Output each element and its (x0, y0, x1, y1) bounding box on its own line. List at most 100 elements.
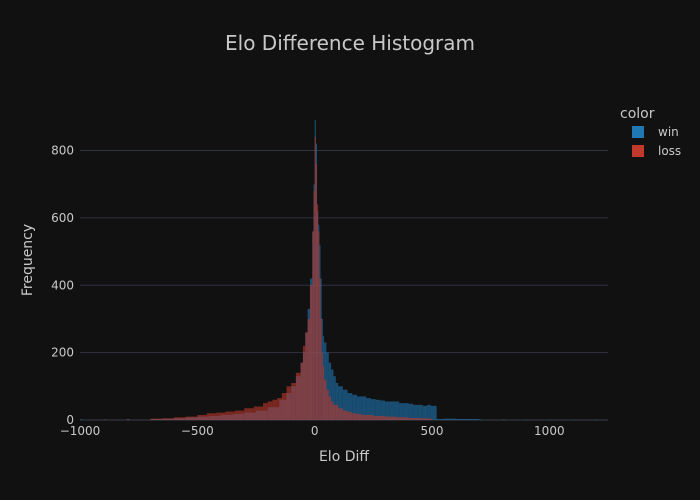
bar-loss (322, 366, 325, 420)
bar-loss (197, 414, 207, 420)
bar-loss (305, 332, 308, 420)
bar-loss (320, 318, 322, 420)
bar-loss (356, 413, 362, 420)
bar-loss (318, 231, 320, 420)
x-axis-title: Elo Diff (319, 449, 369, 465)
bar-loss (216, 412, 226, 420)
bar-loss (286, 386, 292, 420)
bar-loss (173, 417, 186, 420)
bars-layer (80, 120, 598, 421)
bar-loss (272, 399, 278, 420)
bar-loss (347, 411, 353, 420)
bar-win (455, 418, 468, 420)
x-tick-label: −500 (181, 424, 214, 438)
bar-win (422, 405, 428, 420)
bar-loss (314, 137, 316, 421)
bar-win (342, 389, 348, 420)
legend-title: color (620, 106, 655, 122)
bar-loss (331, 401, 334, 420)
bar-win (436, 418, 444, 420)
y-tick-label: 200 (51, 346, 74, 360)
bar-win (413, 404, 418, 420)
bar-win (352, 394, 357, 420)
bar-win (347, 393, 353, 420)
bar-loss (333, 404, 339, 420)
bar-win (403, 403, 409, 420)
bar-win (467, 418, 479, 420)
bar-win (399, 403, 404, 420)
bar-win (427, 404, 431, 420)
bar-loss (309, 285, 313, 420)
grid-layer (80, 150, 608, 421)
legend-item-loss[interactable]: loss (632, 144, 681, 158)
bar-loss (430, 418, 432, 420)
ticks-layer: 0 200 400 600 800 −1000 −500 0 500 1000 (51, 144, 565, 438)
legend-item-win[interactable]: win (632, 125, 679, 139)
bar-win (502, 419, 505, 420)
bar-loss (361, 414, 374, 420)
bar-win (380, 400, 386, 420)
bar-loss (313, 190, 315, 420)
bar-win (394, 401, 400, 420)
bar-loss (307, 318, 310, 420)
legend: color win loss (620, 106, 681, 158)
bar-loss (225, 411, 235, 420)
bar-loss (206, 413, 217, 420)
bar-win (361, 396, 367, 420)
bar-loss (385, 416, 397, 420)
bar-win (430, 405, 437, 420)
bar-win (408, 403, 414, 420)
x-tick-label: 500 (421, 424, 444, 438)
bar-loss (302, 345, 306, 420)
bar-win (478, 419, 482, 420)
bar-loss (317, 204, 319, 420)
bar-win (326, 352, 329, 420)
bar-win (375, 399, 381, 420)
bar-win (366, 398, 371, 420)
bar-loss (277, 398, 282, 420)
bar-loss (408, 417, 421, 420)
bar-loss (281, 393, 287, 420)
bar-loss (324, 379, 327, 420)
bar-win (331, 369, 334, 420)
y-tick-label: 0 (66, 413, 74, 427)
bar-loss (420, 418, 431, 420)
bar-win (443, 418, 456, 420)
bar-win (80, 419, 83, 420)
bar-win (335, 382, 339, 420)
x-tick-label: 1000 (534, 424, 565, 438)
bar-loss (312, 231, 314, 420)
bar-loss (185, 416, 198, 420)
y-tick-label: 400 (51, 278, 74, 292)
bar-win (417, 404, 423, 420)
x-tick-label: −1000 (60, 424, 101, 438)
bar-loss (291, 382, 296, 420)
bar-win (356, 396, 362, 420)
bar-win (338, 386, 343, 420)
x-tick-label: 0 (311, 424, 319, 438)
bar-loss (253, 406, 264, 420)
bar-win (370, 399, 376, 420)
bar-loss (373, 415, 386, 420)
bar-win (328, 362, 332, 420)
bar-win (385, 401, 390, 420)
bar-loss (295, 372, 301, 420)
chart-title: Elo Difference Histogram (225, 31, 475, 55)
bar-loss (150, 418, 163, 420)
bar-loss (342, 410, 348, 420)
bar-loss (103, 419, 106, 420)
bar-loss (162, 418, 174, 420)
bar-loss (326, 389, 329, 420)
bar-loss (321, 352, 323, 420)
bar-loss (328, 396, 332, 420)
bar-win (389, 401, 395, 420)
legend-label-loss: loss (658, 144, 681, 158)
bar-loss (315, 164, 318, 420)
bar-loss (234, 410, 245, 420)
bar-win (596, 419, 598, 420)
bar-loss (267, 401, 273, 420)
bar-loss (244, 408, 254, 420)
bar-loss (263, 403, 268, 420)
